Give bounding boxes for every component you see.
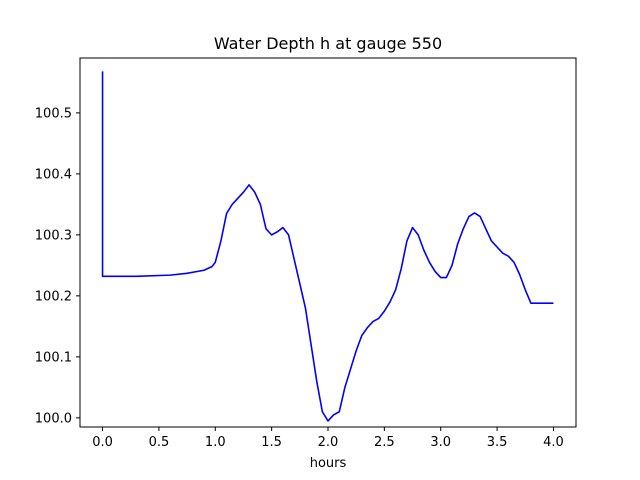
y-tick-label: 100.4 (35, 167, 72, 182)
y-axis: 100.0 100.1 100.2 100.3 100.4 100.5 (35, 106, 80, 426)
x-tick-label: 3.0 (430, 435, 451, 450)
x-tick-label: 0.0 (92, 435, 113, 450)
series-line-0 (101, 71, 554, 422)
y-tick-label: 100.5 (35, 106, 72, 121)
y-tick-label: 100.2 (35, 289, 72, 304)
chart-title: Water Depth h at gauge 550 (214, 34, 442, 53)
y-tick-label: 100.3 (35, 228, 72, 243)
x-axis-label: hours (310, 456, 347, 471)
x-tick-label: 2.0 (318, 435, 339, 450)
x-tick-label: 4.0 (543, 435, 564, 450)
x-tick-label: 1.0 (205, 435, 226, 450)
x-tick-label: 2.5 (374, 435, 395, 450)
x-tick-label: 1.5 (261, 435, 282, 450)
x-tick-label: 0.5 (149, 435, 170, 450)
y-tick-label: 100.0 (35, 411, 72, 426)
x-tick-label: 3.5 (487, 435, 508, 450)
plot-area (101, 71, 554, 422)
y-tick-label: 100.1 (35, 350, 72, 365)
x-axis: 0.0 0.5 1.0 1.5 2.0 2.5 3.0 3.5 4.0 (92, 427, 564, 450)
